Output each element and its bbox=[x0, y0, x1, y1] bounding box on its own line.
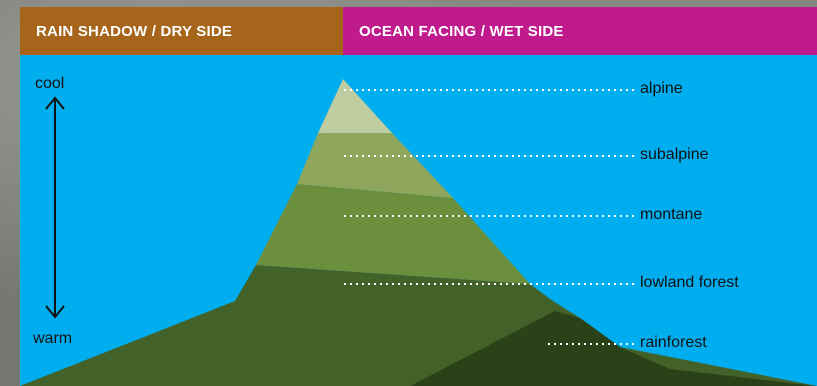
zone-band-alpine bbox=[318, 79, 392, 133]
zone-label-alpine: alpine bbox=[640, 80, 683, 97]
zone-band-rainforest bbox=[410, 311, 817, 386]
zone-band-montane bbox=[256, 184, 530, 284]
wet-side-header-label: OCEAN FACING / WET SIDE bbox=[359, 22, 564, 40]
warm-label: warm bbox=[33, 330, 73, 347]
mountain-cross-section bbox=[20, 79, 817, 386]
wet-side-header: OCEAN FACING / WET SIDE bbox=[343, 7, 817, 55]
zone-label-subalpine: subalpine bbox=[640, 146, 709, 163]
dry-side-header: RAIN SHADOW / DRY SIDE bbox=[20, 7, 343, 55]
dry-side-header-label: RAIN SHADOW / DRY SIDE bbox=[36, 22, 233, 40]
ecozone-diagram: RAIN SHADOW / DRY SIDE OCEAN FACING / WE… bbox=[20, 7, 817, 386]
temperature-arrow bbox=[45, 96, 65, 319]
leader-lines bbox=[344, 89, 636, 345]
cool-label: cool bbox=[35, 75, 65, 92]
zone-band-subalpine bbox=[297, 133, 453, 198]
zone-label-lowland-forest: lowland forest bbox=[640, 274, 739, 291]
zone-label-rainforest: rainforest bbox=[640, 334, 707, 351]
zone-label-montane: montane bbox=[640, 206, 703, 223]
